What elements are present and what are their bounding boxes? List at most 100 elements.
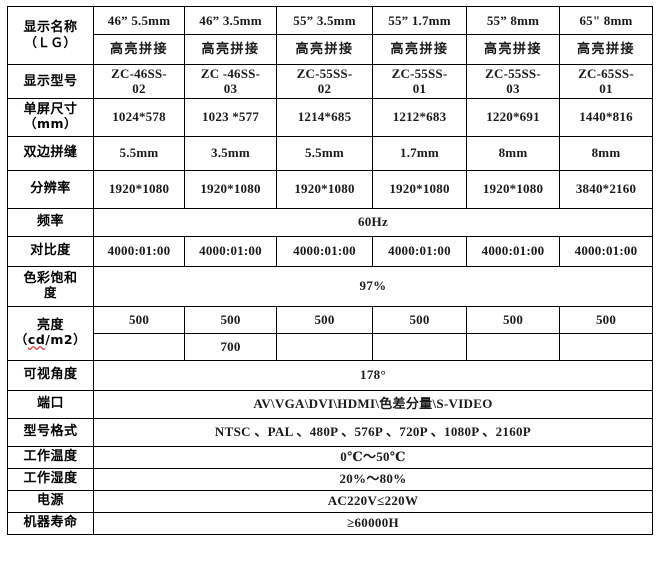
- cell-resolution-1: 1920*1080: [184, 169, 277, 209]
- row-label-line1: 单屏尺寸: [23, 102, 78, 118]
- cell-luminance-1-5: 500: [559, 305, 653, 334]
- table-row-single-screen-size: 单屏尺寸 （mm） 1024*578 1023 *577 1214*685 1212*68…: [7, 97, 653, 137]
- cell-luminance-2-4: [466, 332, 560, 361]
- cell-text-line2: 02: [317, 81, 332, 97]
- cell-single-screen-size-4: 1220*691: [466, 97, 560, 137]
- cell-luminance-2-2: [276, 332, 373, 361]
- cell-display-name-type-1: 高亮拼接: [184, 34, 277, 65]
- row-label-line2: （cd/m2）: [14, 332, 87, 348]
- merged-value-operating-temperature: 0℃～50℃: [93, 445, 653, 469]
- table-row-viewing-angle: 可视角度 178°: [7, 359, 653, 391]
- cell-display-name-4: 55” 8mm: [466, 6, 560, 35]
- merged-value-operating-humidity: 20%～80%: [93, 467, 653, 491]
- cell-text-line2: 01: [599, 81, 613, 97]
- row-label-line2: （ＬＧ）: [24, 34, 77, 50]
- cell-contrast-5: 4000:01:00: [559, 235, 653, 267]
- cell-bezel-gap-2: 5.5mm: [276, 135, 373, 171]
- cell-text-line1: ZC-65SS-: [578, 66, 634, 81]
- table-row-luminance-2: 700: [8, 332, 653, 361]
- cell-luminance-1-0: 500: [93, 305, 185, 334]
- table-row-operating-temperature: 工作温度 0℃～50℃: [7, 445, 653, 469]
- cell-luminance-2-0: [93, 332, 185, 361]
- cell-display-name-type-3: 高亮拼接: [372, 34, 467, 65]
- cell-resolution-3: 1920*1080: [372, 169, 467, 209]
- row-label-power-supply: 电源: [7, 489, 94, 513]
- cell-single-screen-size-0: 1024*578: [93, 97, 185, 137]
- table-row-bezel-gap: 双边拼缝 5.5mm 3.5mm 5.5mm 1.7mm 8mm 8mm: [7, 135, 653, 171]
- cell-display-name-2: 55” 3.5mm: [276, 6, 373, 35]
- row-label-line1: 电源: [36, 493, 64, 509]
- row-label-operating-temperature: 工作温度: [7, 445, 94, 469]
- table-row-ports: 端口 AV\VGA\DVI\HDMI\色差分量\S-VIDEO: [7, 389, 653, 419]
- row-label-ports: 端口: [7, 389, 94, 419]
- row-label-line1: 显示型号: [23, 73, 78, 89]
- cell-text-line2: 01: [412, 81, 427, 97]
- table-row-display-model: 显示型号 ZC-46SS- 02 ZC -46SS- 03 ZC-55SS- 02 ZC-55…: [7, 64, 653, 99]
- cell-display-name-0: 46” 5.5mm: [93, 6, 185, 35]
- cell-resolution-0: 1920*1080: [93, 169, 185, 209]
- cell-resolution-4: 1920*1080: [466, 169, 560, 209]
- cell-contrast-2: 4000:01:00: [276, 235, 373, 267]
- row-label-line1: 机器寿命: [23, 515, 78, 531]
- cell-contrast-3: 4000:01:00: [372, 235, 467, 267]
- row-label-line1: 亮度: [36, 318, 64, 334]
- cell-display-model-2: ZC-55SS- 02: [276, 64, 373, 99]
- cell-display-name-3: 55” 1.7mm: [372, 6, 467, 35]
- cell-contrast-4: 4000:01:00: [466, 235, 560, 267]
- row-label-line1: 可视角度: [23, 367, 78, 383]
- row-label-operating-humidity: 工作湿度: [7, 467, 94, 491]
- table-row-luminance-1: 亮度 （cd/m2） 500 500 500 500 500 500: [7, 305, 653, 361]
- table-row-contrast: 对比度 4000:01:00 4000:01:00 4000:01:00 4000:01…: [7, 235, 653, 267]
- cell-text-line2: 03: [223, 81, 238, 97]
- cell-text-line1: ZC-55SS-: [485, 66, 541, 81]
- merged-value-ports: AV\VGA\DVI\HDMI\色差分量\S-VIDEO: [93, 389, 653, 419]
- cell-display-model-5: ZC-65SS- 01: [559, 64, 653, 99]
- merged-value-power-supply: AC220V≤220W: [93, 489, 653, 513]
- cell-display-model-3: ZC-55SS- 01: [372, 64, 467, 99]
- cell-bezel-gap-0: 5.5mm: [93, 135, 185, 171]
- row-label-line1: 双边拼缝: [23, 145, 78, 161]
- row-label-line1: 对比度: [30, 243, 71, 259]
- spellcheck-marker: cd: [27, 332, 46, 348]
- merged-value-viewing-angle: 178°: [93, 359, 653, 391]
- cell-contrast-0: 4000:01:00: [93, 235, 185, 267]
- row-label-line2: （mm）: [23, 116, 78, 132]
- row-label-line1: 频率: [36, 214, 64, 230]
- cell-text-line2: 02: [132, 81, 146, 97]
- cell-text-line1: ZC -46SS-: [200, 66, 261, 81]
- row-label-signal-formats: 型号格式: [7, 417, 94, 447]
- row-label-color-saturation: 色彩饱和度: [7, 265, 94, 307]
- merged-value-signal-formats: NTSC 、PAL 、480P 、576P 、720P 、1080P 、2160…: [93, 417, 653, 447]
- display-specification-table: 显示名称 （ＬＧ） 46” 5.5mm 46” 3.5mm 55” 3.5mm 55” 1…: [7, 6, 653, 535]
- row-label-line1: 分辨率: [30, 181, 71, 197]
- table-row-frequency: 频率 60Hz: [7, 207, 653, 237]
- cell-resolution-5: 3840*2160: [559, 169, 653, 209]
- table-row-display-name-type: 高亮拼接 高亮拼接 高亮拼接 高亮拼接 高亮拼接 高亮拼接: [8, 34, 653, 65]
- cell-text-line2: 03: [506, 81, 520, 97]
- row-label-luminance-1: 亮度 （cd/m2）: [7, 305, 94, 361]
- cell-display-name-1: 46” 3.5mm: [184, 6, 277, 35]
- cell-bezel-gap-5: 8mm: [559, 135, 653, 171]
- cell-display-name-type-2: 高亮拼接: [276, 34, 373, 65]
- row-label-viewing-angle: 可视角度: [7, 359, 94, 391]
- cell-display-name-type-4: 高亮拼接: [466, 34, 560, 65]
- row-label-display-model: 显示型号: [7, 64, 94, 99]
- row-label-line1: 型号格式: [23, 424, 78, 440]
- row-label-single-screen-size: 单屏尺寸 （mm）: [7, 97, 94, 137]
- table-row-power-supply: 电源 AC220V≤220W: [7, 489, 653, 513]
- cell-contrast-1: 4000:01:00: [184, 235, 277, 267]
- cell-display-name-type-5: 高亮拼接: [559, 34, 653, 65]
- cell-luminance-1-4: 500: [466, 305, 560, 334]
- cell-luminance-2-1: 700: [184, 332, 277, 361]
- cell-text-line1: ZC-55SS-: [296, 66, 353, 81]
- cell-display-model-0: ZC-46SS- 02: [93, 64, 185, 99]
- table-row-resolution: 分辨率 1920*1080 1920*1080 1920*1080 1920*1080 1…: [7, 169, 653, 209]
- row-label-line1: 工作温度: [23, 449, 78, 465]
- row-label-machine-life: 机器寿命: [7, 511, 94, 535]
- cell-display-model-1: ZC -46SS- 03: [184, 64, 277, 99]
- cell-bezel-gap-1: 3.5mm: [184, 135, 277, 171]
- merged-value-machine-life: ≥60000H: [93, 511, 653, 535]
- row-label-line1: 色彩饱和: [23, 271, 78, 287]
- cell-luminance-1-1: 500: [184, 305, 277, 334]
- table-row-display-name: 显示名称 （ＬＧ） 46” 5.5mm 46” 3.5mm 55” 3.5mm 55” 1…: [7, 6, 653, 65]
